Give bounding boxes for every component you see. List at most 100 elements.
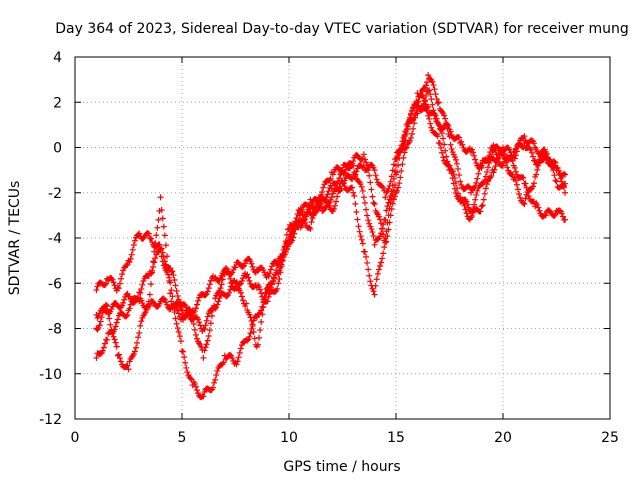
y-tick-label: 0 (53, 141, 62, 157)
series-trace-mark (536, 207, 543, 214)
series-trace-mark (215, 298, 222, 305)
series-trace-mark (324, 191, 331, 198)
series-trace-mark (159, 258, 166, 265)
series-trace-mark (375, 213, 382, 220)
series-trace-mark (409, 130, 416, 137)
series-trace-mark (96, 322, 103, 329)
series-trace-mark (292, 218, 299, 225)
series-trace-mark (396, 180, 403, 187)
series-trace-mark (477, 208, 484, 215)
series-trace-mark (100, 306, 107, 313)
series-trace-mark (525, 193, 532, 200)
series-trace-mark (533, 171, 540, 178)
series-trace-mark (411, 120, 418, 127)
series-trace-mark (249, 263, 256, 270)
series-trace-mark (481, 177, 488, 184)
series-trace-mark (370, 232, 377, 239)
series-trace-mark (135, 334, 142, 341)
series-trace-mark (103, 301, 110, 308)
series-trace-mark (118, 358, 125, 365)
series-trace-mark (364, 212, 371, 219)
data-point (168, 287, 175, 294)
series-trace-mark (433, 95, 440, 102)
series-trace-mark (160, 223, 167, 230)
series-trace-mark (373, 276, 380, 283)
series-trace-mark (441, 112, 448, 119)
series-trace-mark (131, 348, 138, 355)
data-point (371, 241, 378, 248)
series-trace-mark (184, 369, 191, 376)
series-trace-mark (202, 344, 209, 351)
series-trace-mark (174, 325, 181, 332)
series-trace-mark (359, 240, 366, 247)
series-trace-mark (239, 275, 246, 282)
series-trace-mark (175, 328, 182, 335)
series-trace-mark (480, 196, 487, 203)
series-trace-mark (112, 323, 119, 330)
series-trace-mark (512, 152, 519, 159)
series-trace-mark (404, 125, 411, 132)
series-trace-mark (447, 166, 454, 173)
series-trace-mark (219, 290, 226, 297)
series-trace-mark (325, 188, 332, 195)
series-trace-mark (372, 172, 379, 179)
series-trace-mark (380, 184, 387, 191)
series-trace-mark (381, 216, 388, 223)
series-trace-mark (120, 267, 127, 274)
series-trace-mark (463, 210, 470, 217)
series-trace-mark (309, 215, 316, 222)
series-trace-mark (97, 350, 104, 357)
series-trace-mark (180, 348, 187, 355)
series-trace-mark (204, 313, 211, 320)
series-trace-mark (294, 210, 301, 217)
series-trace-mark (385, 199, 392, 206)
series-trace-mark (523, 184, 530, 191)
series-trace-mark (472, 156, 479, 163)
series-trace-mark (474, 187, 481, 194)
series-trace-mark (447, 128, 454, 135)
series-trace-mark (106, 315, 113, 322)
series-trace-mark (442, 115, 449, 122)
series-trace-mark (176, 302, 183, 309)
series-trace-mark (332, 202, 339, 209)
data-point (467, 189, 474, 196)
series-trace-mark (191, 326, 198, 333)
data-point (189, 316, 196, 323)
series-trace-mark (160, 262, 167, 269)
series-trace-mark (161, 232, 168, 239)
series-trace-mark (445, 122, 452, 129)
series-trace-mark (320, 207, 327, 214)
series-trace-mark (387, 178, 394, 185)
series-trace-mark (407, 110, 414, 117)
series-trace-mark (297, 205, 304, 212)
series-trace-mark (312, 209, 319, 216)
series-trace-mark (519, 199, 526, 206)
series-trace-mark (356, 228, 363, 235)
series-trace-mark (305, 209, 312, 216)
series-trace-mark (556, 207, 563, 214)
series-trace-mark (191, 308, 198, 315)
series-trace-mark (451, 153, 458, 160)
series-trace-mark (450, 180, 457, 187)
series-trace-mark (390, 175, 397, 182)
series-trace-mark (455, 165, 462, 172)
series-trace-mark (206, 327, 213, 334)
x-axis-label: GPS time / hours (283, 459, 400, 475)
series-trace-mark (144, 303, 151, 310)
series-trace-mark (351, 169, 358, 176)
series-trace-mark (208, 312, 215, 319)
data-point (382, 235, 389, 241)
series-trace-mark (95, 312, 102, 319)
series-trace-mark (138, 286, 145, 293)
data-point (157, 194, 164, 201)
series-trace-mark (272, 288, 279, 295)
series-trace-mark (560, 170, 567, 177)
series-trace-mark (494, 155, 501, 162)
series-trace-mark (298, 208, 305, 215)
series-trace-mark (234, 358, 241, 365)
series-trace-mark (376, 262, 383, 269)
series-trace-mark (462, 206, 469, 213)
data-point (457, 178, 464, 185)
series-trace-mark (368, 161, 375, 168)
series-trace-mark (302, 219, 309, 226)
